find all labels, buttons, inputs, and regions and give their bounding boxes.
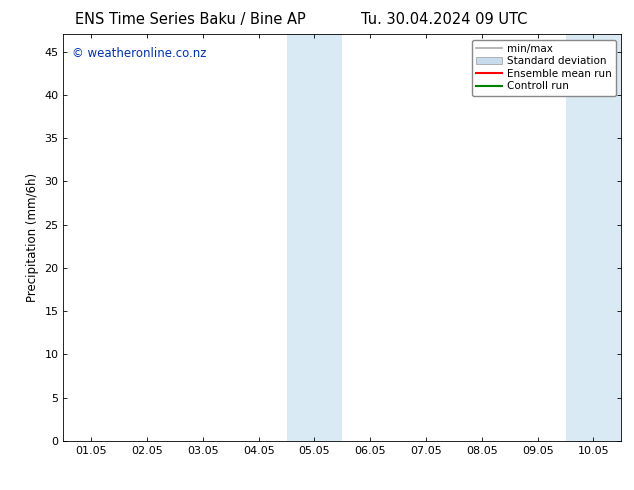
Text: Tu. 30.04.2024 09 UTC: Tu. 30.04.2024 09 UTC bbox=[361, 12, 527, 27]
Bar bbox=[566, 34, 621, 441]
Text: ENS Time Series Baku / Bine AP: ENS Time Series Baku / Bine AP bbox=[75, 12, 306, 27]
Y-axis label: Precipitation (mm/6h): Precipitation (mm/6h) bbox=[26, 173, 39, 302]
Legend: min/max, Standard deviation, Ensemble mean run, Controll run: min/max, Standard deviation, Ensemble me… bbox=[472, 40, 616, 96]
Bar bbox=[287, 34, 342, 441]
Text: © weatheronline.co.nz: © weatheronline.co.nz bbox=[72, 47, 206, 59]
